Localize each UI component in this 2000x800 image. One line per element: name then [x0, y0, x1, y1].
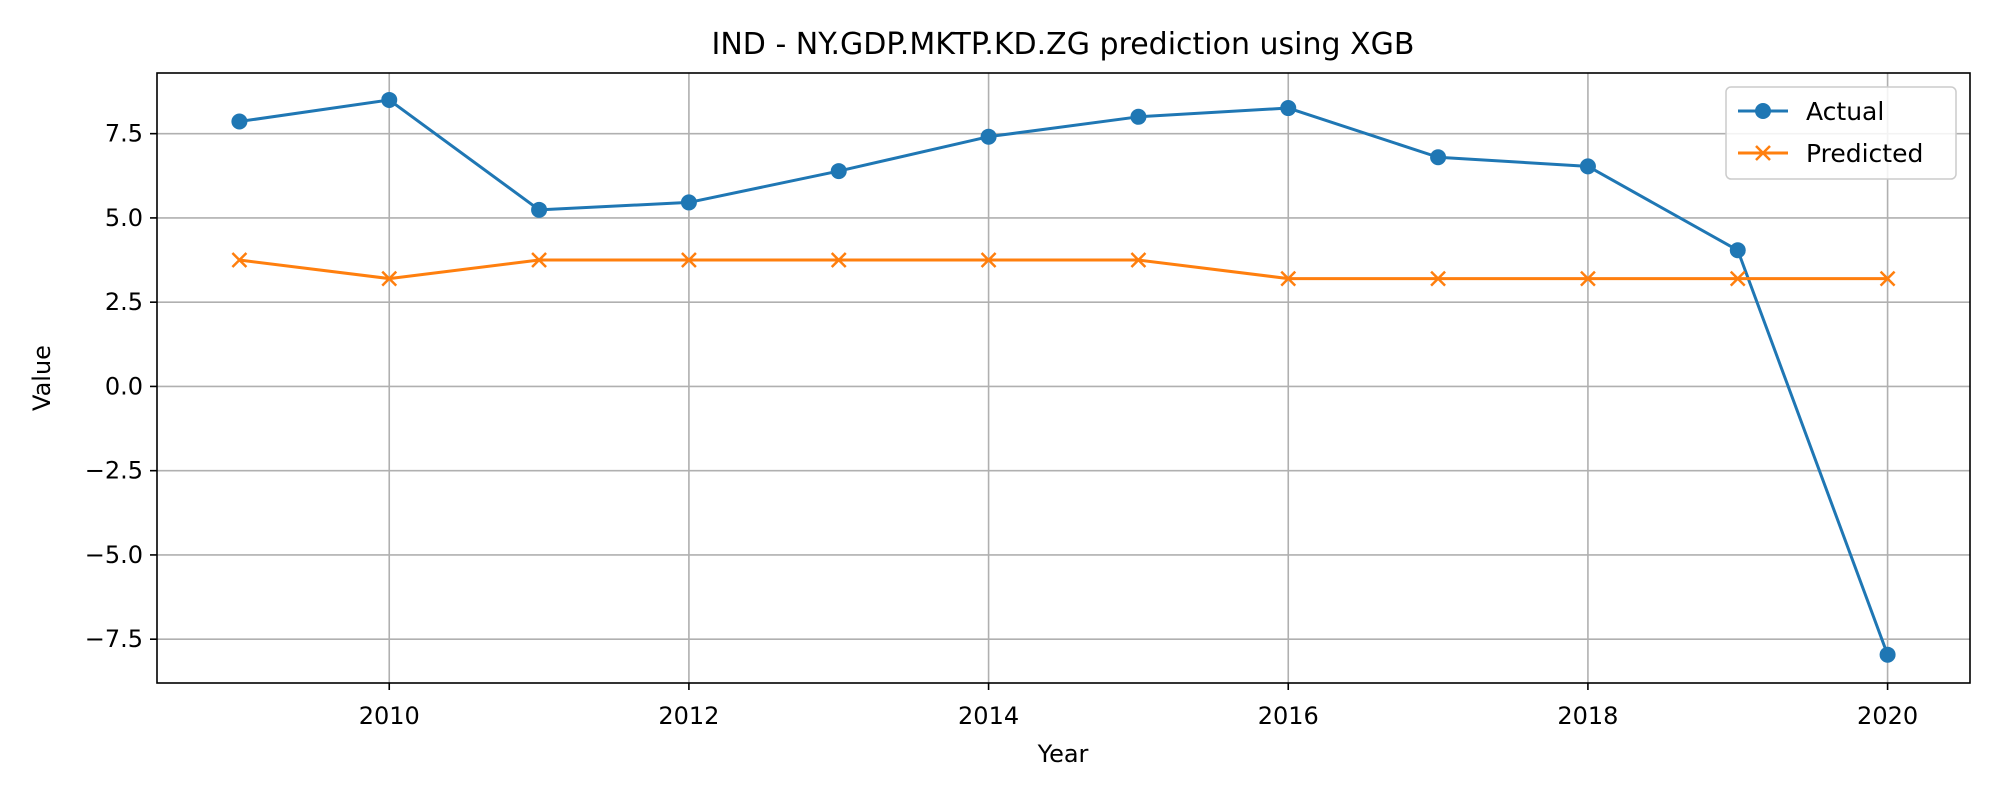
plot-area-frame	[156, 72, 1971, 684]
legend-label: Predicted	[1806, 139, 1923, 168]
x-tick-label: 2018	[1557, 702, 1618, 730]
grid-lines	[157, 73, 1970, 683]
legend: Actual Predicted	[1725, 86, 1957, 180]
data-point-predicted	[1729, 270, 1746, 287]
data-point-predicted	[1580, 270, 1596, 287]
data-point-actual	[1729, 242, 1746, 259]
legend-label: Actual	[1806, 97, 1884, 126]
data-point-actual	[830, 163, 847, 180]
series-predicted	[231, 252, 1896, 287]
y-tick-label: 7.5	[105, 120, 143, 148]
data-point-predicted	[1430, 270, 1446, 287]
y-tick-label: 0.0	[105, 372, 143, 400]
data-point-actual	[231, 113, 248, 130]
data-point-predicted	[681, 252, 697, 268]
data-point-predicted	[231, 252, 248, 268]
x-tick-label: 2020	[1857, 702, 1918, 730]
data-point-actual	[980, 128, 997, 145]
y-tick-label: −5.0	[85, 541, 143, 569]
data-point-actual	[1579, 158, 1596, 175]
series-line-predicted	[239, 258, 1888, 281]
data-point-actual	[1879, 646, 1896, 663]
data-point-predicted	[830, 252, 847, 268]
x-tick-label: 2010	[359, 702, 420, 730]
data-point-predicted	[1280, 270, 1297, 287]
chart-title: IND - NY.GDP.MKTP.KD.ZG prediction using…	[712, 27, 1415, 62]
y-tick-label: −2.5	[85, 457, 143, 485]
x-tick-label: 2014	[958, 702, 1019, 730]
legend-item-predicted: Predicted	[1738, 139, 1923, 168]
data-point-predicted	[980, 252, 997, 268]
data-point-predicted	[1879, 270, 1896, 287]
legend-marker	[1755, 145, 1771, 161]
legend-marker	[1755, 103, 1771, 119]
data-point-actual	[1280, 100, 1297, 117]
series-layer	[231, 91, 1896, 663]
y-axis-label: Value	[28, 345, 56, 411]
data-point-actual	[1430, 149, 1447, 166]
x-tick-label: 2016	[1258, 702, 1319, 730]
x-axis-label: Year	[1037, 740, 1089, 768]
data-point-predicted	[531, 252, 547, 268]
data-point-actual	[680, 194, 697, 211]
data-point-actual	[531, 201, 548, 218]
data-point-actual	[381, 91, 398, 108]
y-tick-label: −7.5	[85, 625, 143, 653]
x-tick-label: 2012	[658, 702, 719, 730]
y-tick-label: 5.0	[105, 204, 143, 232]
data-point-predicted	[381, 270, 398, 287]
data-point-actual	[1130, 108, 1147, 125]
data-point-predicted	[1130, 252, 1147, 268]
series-actual	[231, 91, 1896, 663]
axis-ticks: 2010 2012 2014 2016 2018 2020 −7.5 −5.0 −2.5 0.0 2…	[85, 120, 1918, 730]
legend-item-actual: Actual	[1738, 97, 1884, 126]
y-tick-label: 2.5	[105, 288, 143, 316]
series-line-actual	[239, 98, 1889, 656]
